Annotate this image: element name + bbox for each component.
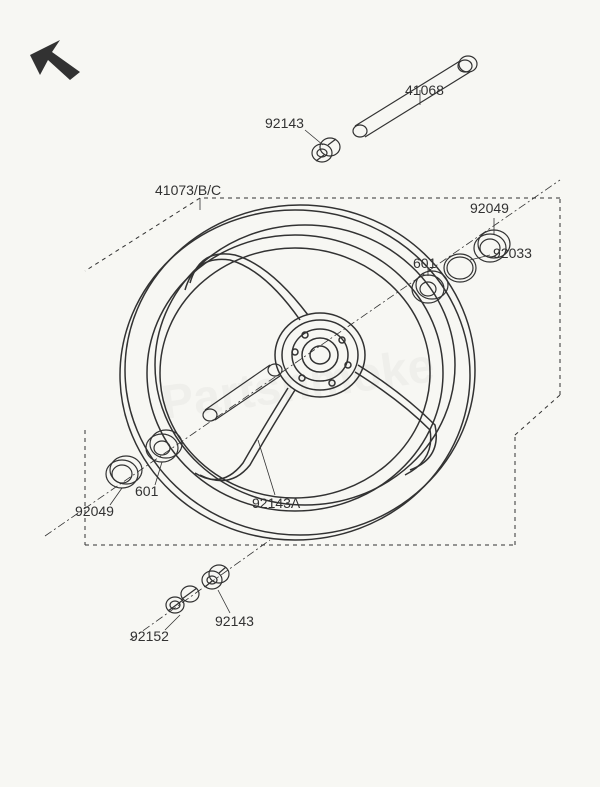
label-41073: 41073/B/C [155,182,221,198]
label-92049-left: 92049 [75,503,114,519]
label-92143-top: 92143 [265,115,304,131]
label-92049-right: 92049 [470,200,509,216]
top-axle [312,56,477,162]
label-41068: 41068 [405,82,444,98]
direction-arrow [30,40,80,80]
label-601-right: 601 [413,255,436,271]
label-92143-bottom: 92143 [215,613,254,629]
label-92143A: 92143A [252,495,300,511]
label-601-left: 601 [135,483,158,499]
diagram-container: Partsnmoke [0,0,600,787]
bottom-components [166,565,229,613]
label-92033: 92033 [493,245,532,261]
label-92152: 92152 [130,628,169,644]
